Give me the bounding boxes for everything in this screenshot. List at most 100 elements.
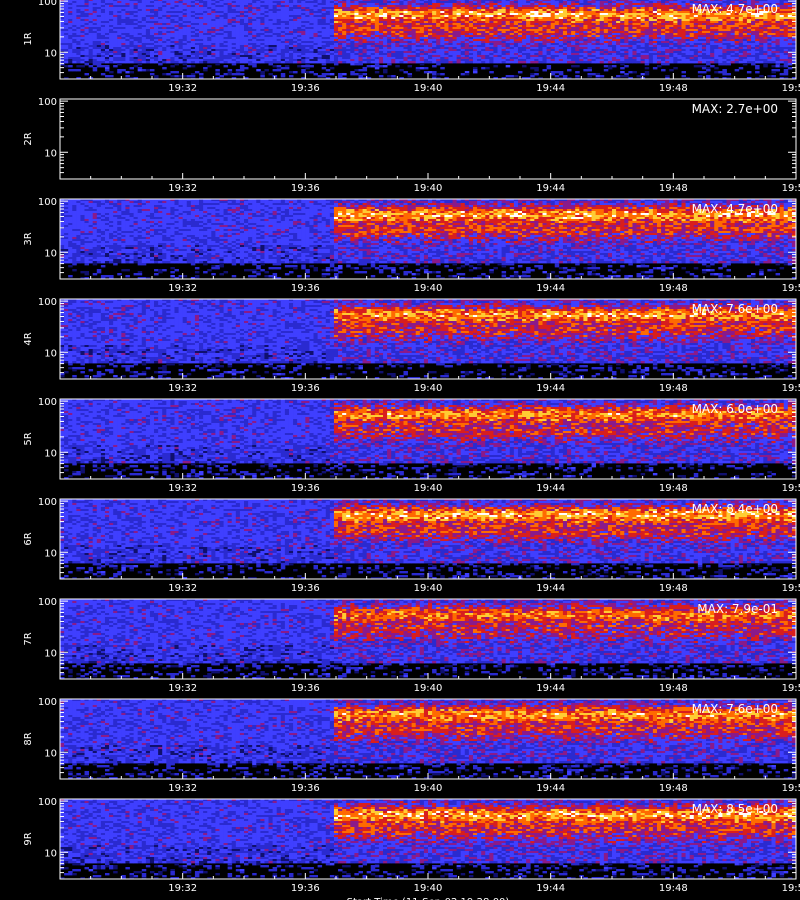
x-tick-label: 19:36	[291, 783, 320, 794]
y-tick-label: 100	[38, 97, 57, 108]
x-tick-label: 19:36	[291, 283, 320, 294]
x-tick-label: 19:32	[168, 783, 197, 794]
y-tick-label: 10	[44, 548, 57, 559]
x-tick-label: 19:48	[659, 583, 688, 594]
x-tick-label: 19:40	[414, 283, 443, 294]
panel-ylabel: 8R	[23, 732, 34, 745]
max-label: MAX: 6.0e+00	[692, 402, 778, 416]
max-label: MAX: 4.7e+00	[692, 2, 778, 16]
x-tick-label: 19:52	[782, 683, 800, 694]
panel-ylabel: 7R	[23, 632, 34, 645]
spectrogram-panel-2: 1010019:3219:3619:4019:4419:4819:522RMAX…	[23, 97, 800, 194]
x-tick-label: 19:44	[536, 783, 565, 794]
x-tick-label: 19:44	[536, 383, 565, 394]
x-tick-label: 19:40	[414, 383, 443, 394]
spectrogram-panel-3: 10 100 19:32 19:36 19:40 19:44 19:48 19:52 3R MAX…	[23, 197, 800, 294]
heatmap-cells	[60, 399, 796, 479]
x-tick-label: 19:52	[782, 83, 800, 94]
panel-ylabel: 3R	[23, 232, 34, 245]
x-tick-label: 19:48	[659, 683, 688, 694]
x-tick-label: 19:52	[782, 383, 800, 394]
y-tick-label: 10	[44, 48, 57, 59]
x-tick-label: 19:44	[536, 583, 565, 594]
heatmap-cells	[60, 199, 796, 279]
y-tick-label: 10	[44, 648, 57, 659]
y-tick-label: 10	[44, 748, 57, 759]
spectrogram-panel-7: 10 100 19:32 19:36 19:40 19:44 19:48 19:52 7R MAX…	[23, 597, 800, 694]
x-tick-label: 19:48	[659, 783, 688, 794]
x-tick-label: 19:36	[291, 883, 320, 894]
y-tick-label: 100	[38, 297, 57, 308]
plot-area	[60, 99, 796, 179]
max-label: MAX: 7.6e+00	[692, 702, 778, 716]
y-tick-label: 100	[38, 497, 57, 508]
x-tick-label: 19:32	[168, 283, 197, 294]
panel-ylabel: 2R	[23, 132, 34, 145]
y-tick-label: 10	[44, 848, 57, 859]
spectrogram-panel-5: 10 100 19:32 19:36 19:40 19:44 19:48 19:52 5R MAX…	[23, 397, 800, 494]
max-label: MAX: 2.7e+00	[692, 102, 778, 116]
y-tick-label: 100	[38, 597, 57, 608]
x-tick-label: 19:32	[168, 183, 197, 194]
max-label: MAX: 4.7e+00	[692, 202, 778, 216]
spectrogram-panel-8: 10 100 19:32 19:36 19:40 19:44 19:48 19:52 8R MAX…	[23, 697, 800, 794]
spectrogram-panel-9: 1010019:3219:3619:4019:4419:4819:529RMAX…	[23, 797, 800, 894]
y-tick-label: 100	[38, 397, 57, 408]
x-tick-label: 19:36	[291, 483, 320, 494]
x-tick-label: 19:44	[536, 183, 565, 194]
max-label: MAX: 8.4e+00	[692, 502, 778, 516]
x-tick-label: 19:32	[168, 83, 197, 94]
x-tick-label: 19:44	[536, 883, 565, 894]
x-tick-label: 19:52	[782, 483, 800, 494]
x-tick-label: 19:40	[414, 783, 443, 794]
spectrogram-panel-1: 10 100 19:32 19:36 19:40 19:44 19:48 19:52 1R MAX…	[23, 0, 800, 94]
x-tick-label: 19:48	[659, 483, 688, 494]
x-tick-label: 19:36	[291, 583, 320, 594]
x-tick-label: 19:32	[168, 383, 197, 394]
spectrogram-panel-4: 10 100 19:32 19:36 19:40 19:44 19:48 19:52 4R MAX…	[23, 297, 800, 394]
x-tick-label: 19:40	[414, 683, 443, 694]
x-tick-label: 19:48	[659, 183, 688, 194]
x-tick-label: 19:32	[168, 483, 197, 494]
heatmap-cells	[60, 599, 796, 679]
max-label: MAX: 7.6e+00	[692, 302, 778, 316]
x-tick-label: 19:52	[782, 583, 800, 594]
y-tick-label: 10	[44, 148, 57, 159]
x-tick-label: 19:36	[291, 683, 320, 694]
x-tick-label: 19:32	[168, 883, 197, 894]
x-tick-label: 19:52	[782, 283, 800, 294]
y-tick-label: 10	[44, 348, 57, 359]
x-tick-label: 19:44	[536, 83, 565, 94]
x-tick-label: 19:44	[536, 683, 565, 694]
y-tick-label: 100	[38, 797, 57, 808]
x-tick-label: 19:36	[291, 183, 320, 194]
panel-ylabel: 9R	[23, 832, 34, 845]
x-tick-label: 19:52	[782, 183, 800, 194]
x-tick-label: 19:40	[414, 83, 443, 94]
y-tick-label: 100	[38, 697, 57, 708]
x-tick-label: 19:52	[782, 883, 800, 894]
panel-ylabel: 1R	[23, 32, 34, 45]
max-label: MAX: 7.9e-01	[697, 602, 778, 616]
x-tick-label: 19:36	[291, 383, 320, 394]
panel-ylabel: 5R	[23, 432, 34, 445]
x-tick-label: 19:52	[782, 783, 800, 794]
x-tick-label: 19:44	[536, 283, 565, 294]
x-tick-label: 19:44	[536, 483, 565, 494]
x-tick-label: 19:36	[291, 83, 320, 94]
y-tick-label: 100	[38, 0, 57, 8]
y-tick-label: 10	[44, 248, 57, 259]
y-tick-label: 10	[44, 448, 57, 459]
x-tick-label: 19:48	[659, 283, 688, 294]
x-tick-label: 19:48	[659, 83, 688, 94]
x-tick-label: 19:40	[414, 483, 443, 494]
x-tick-label: 19:40	[414, 583, 443, 594]
panel-ylabel: 6R	[23, 532, 34, 545]
x-tick-label: 19:48	[659, 383, 688, 394]
x-tick-label: 19:40	[414, 883, 443, 894]
panel-ylabel: 4R	[23, 332, 34, 345]
x-tick-label: 19:32	[168, 683, 197, 694]
x-tick-label: 19:48	[659, 883, 688, 894]
y-tick-label: 100	[38, 197, 57, 208]
